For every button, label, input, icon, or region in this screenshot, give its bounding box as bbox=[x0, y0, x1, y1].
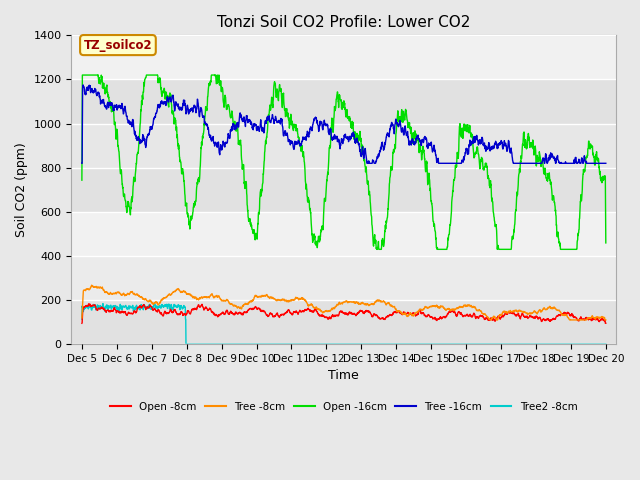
Bar bbox=[72, 168, 616, 212]
Text: TZ_soilco2: TZ_soilco2 bbox=[84, 38, 152, 51]
Bar bbox=[72, 300, 616, 344]
Bar bbox=[72, 123, 616, 168]
Bar bbox=[72, 80, 616, 123]
Bar bbox=[72, 212, 616, 256]
Legend: Open -8cm, Tree -8cm, Open -16cm, Tree -16cm, Tree2 -8cm: Open -8cm, Tree -8cm, Open -16cm, Tree -… bbox=[106, 398, 582, 416]
Bar bbox=[72, 36, 616, 80]
Title: Tonzi Soil CO2 Profile: Lower CO2: Tonzi Soil CO2 Profile: Lower CO2 bbox=[217, 15, 470, 30]
Y-axis label: Soil CO2 (ppm): Soil CO2 (ppm) bbox=[15, 143, 28, 237]
X-axis label: Time: Time bbox=[328, 370, 359, 383]
Bar bbox=[72, 256, 616, 300]
